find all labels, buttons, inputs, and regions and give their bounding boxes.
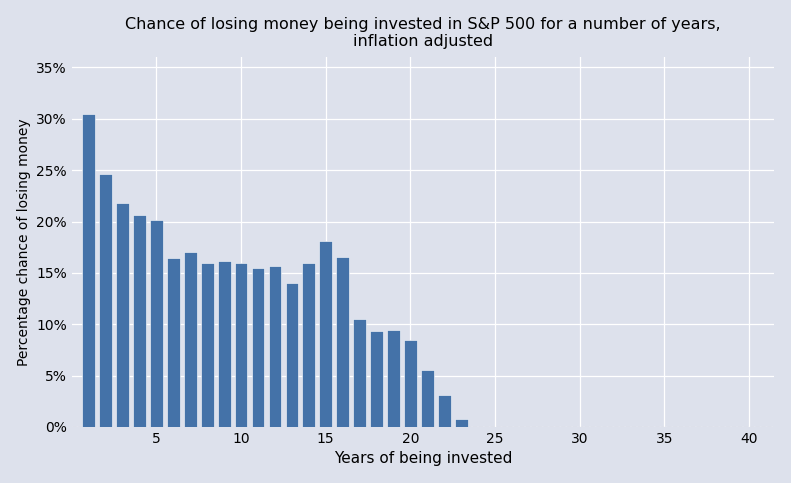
Bar bbox=[438, 395, 451, 427]
Title: Chance of losing money being invested in S&P 500 for a number of years,
inflatio: Chance of losing money being invested in… bbox=[125, 17, 721, 49]
Bar bbox=[167, 258, 180, 427]
Bar bbox=[269, 266, 282, 427]
Bar bbox=[218, 260, 230, 427]
Bar bbox=[354, 319, 366, 427]
Bar bbox=[286, 283, 298, 427]
Bar bbox=[421, 370, 433, 427]
Bar bbox=[235, 263, 248, 427]
Bar bbox=[133, 215, 146, 427]
Bar bbox=[302, 263, 315, 427]
Bar bbox=[184, 252, 197, 427]
Bar bbox=[336, 257, 349, 427]
Bar bbox=[320, 241, 332, 427]
Bar bbox=[370, 331, 383, 427]
Bar bbox=[252, 268, 264, 427]
Bar bbox=[100, 174, 112, 427]
X-axis label: Years of being invested: Years of being invested bbox=[334, 451, 513, 466]
Bar bbox=[455, 419, 467, 427]
Bar bbox=[150, 220, 163, 427]
Bar bbox=[387, 330, 399, 427]
Y-axis label: Percentage chance of losing money: Percentage chance of losing money bbox=[17, 118, 31, 366]
Bar bbox=[82, 114, 95, 427]
Bar bbox=[116, 203, 129, 427]
Bar bbox=[404, 340, 417, 427]
Bar bbox=[201, 263, 214, 427]
